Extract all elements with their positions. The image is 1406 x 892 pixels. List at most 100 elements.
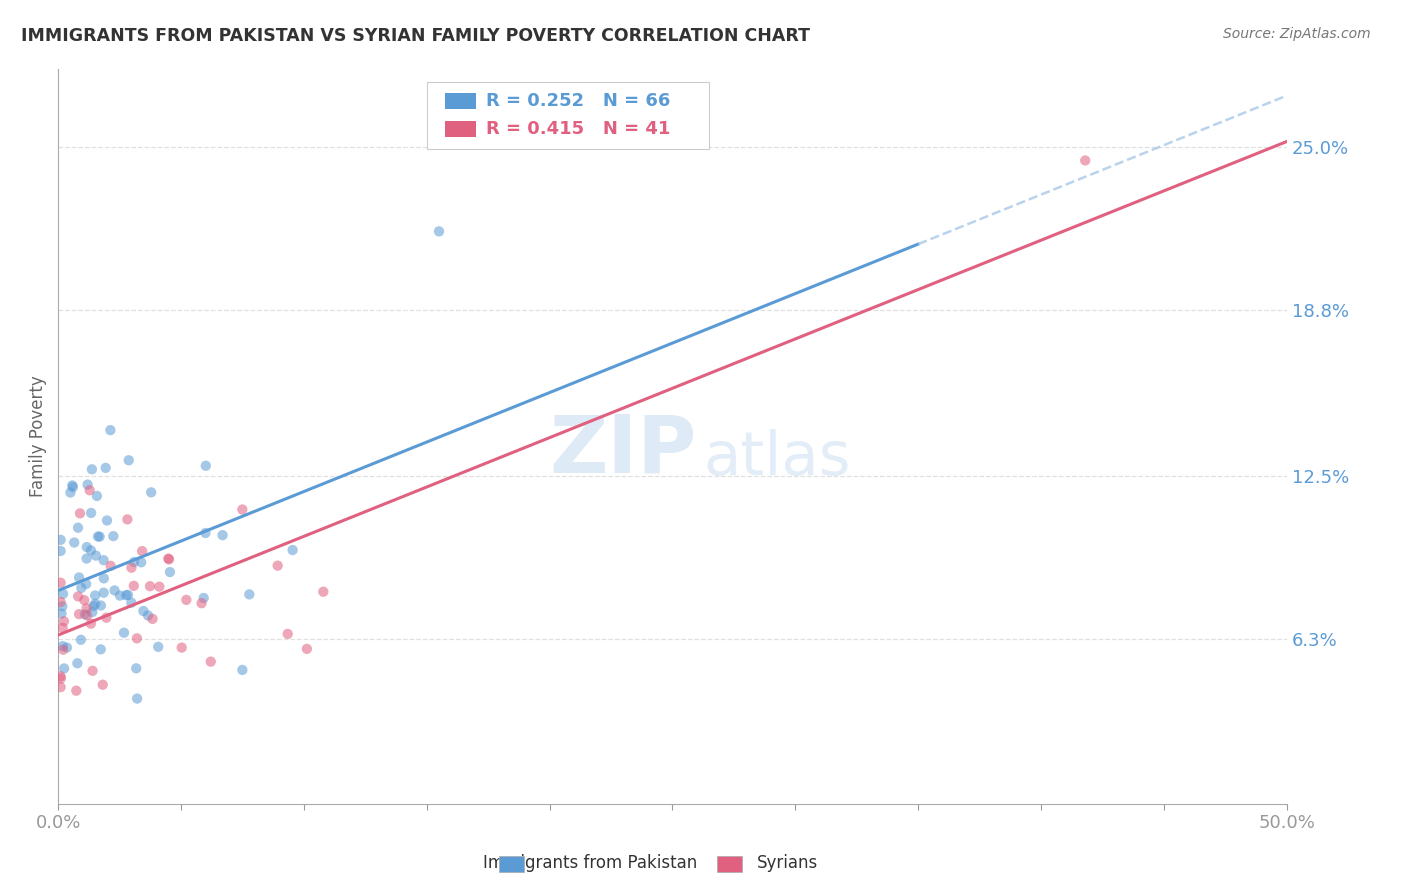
Bar — [446, 93, 475, 109]
Point — [120, 596, 142, 610]
Point — [277, 627, 299, 641]
Point — [312, 584, 335, 599]
Point — [93, 553, 115, 567]
Point — [76, 608, 98, 623]
Point — [118, 453, 141, 467]
Point — [52, 642, 75, 657]
Point — [79, 483, 101, 498]
Point — [117, 588, 139, 602]
Point — [80, 462, 103, 476]
Point — [76, 551, 98, 566]
Point — [82, 664, 104, 678]
Point — [80, 616, 103, 631]
Point — [83, 599, 105, 613]
Point — [157, 551, 180, 566]
Point — [94, 461, 117, 475]
Point — [51, 607, 73, 621]
Text: Syrians: Syrians — [756, 855, 818, 872]
Point — [65, 683, 87, 698]
Point — [51, 599, 73, 614]
Point — [176, 593, 198, 607]
Point — [103, 529, 125, 543]
Point — [266, 558, 288, 573]
Point — [125, 661, 148, 675]
Point — [84, 597, 107, 611]
Text: IMMIGRANTS FROM PAKISTAN VS SYRIAN FAMILY POVERTY CORRELATION CHART: IMMIGRANTS FROM PAKISTAN VS SYRIAN FAMIL… — [21, 27, 810, 45]
Point — [1074, 153, 1097, 168]
Point — [86, 489, 108, 503]
Point — [53, 615, 76, 629]
Point — [141, 485, 163, 500]
Point — [238, 587, 260, 601]
Point — [73, 593, 96, 607]
Point — [49, 575, 72, 590]
Point — [52, 639, 75, 653]
Point — [87, 529, 110, 543]
Point — [67, 590, 90, 604]
Point — [84, 549, 107, 563]
Point — [120, 560, 142, 574]
Point — [125, 632, 148, 646]
Text: ZIP: ZIP — [550, 412, 697, 490]
Text: atlas: atlas — [703, 429, 851, 488]
FancyBboxPatch shape — [427, 82, 709, 150]
Point — [66, 657, 89, 671]
Point — [66, 521, 89, 535]
Text: R = 0.415   N = 41: R = 0.415 N = 41 — [485, 120, 671, 138]
Point — [141, 612, 163, 626]
Point — [103, 583, 125, 598]
Point — [49, 533, 72, 547]
Point — [49, 680, 72, 694]
Point — [100, 558, 122, 573]
Point — [117, 512, 139, 526]
Point — [170, 640, 193, 655]
Point — [131, 544, 153, 558]
Point — [115, 588, 138, 602]
Point — [148, 580, 170, 594]
Point — [112, 625, 135, 640]
Point — [56, 640, 79, 655]
Point — [281, 543, 304, 558]
Point — [59, 485, 82, 500]
Point — [84, 589, 107, 603]
Point — [80, 543, 103, 558]
Point — [63, 535, 86, 549]
Point — [295, 641, 318, 656]
Point — [80, 506, 103, 520]
Bar — [446, 120, 475, 136]
Point — [49, 672, 72, 686]
Point — [193, 591, 215, 605]
Point — [157, 552, 180, 566]
Point — [89, 530, 111, 544]
Point — [129, 555, 152, 569]
Point — [122, 579, 145, 593]
Point — [122, 555, 145, 569]
Point — [190, 596, 212, 610]
Point — [76, 477, 98, 491]
Point — [194, 458, 217, 473]
Point — [127, 691, 149, 706]
Point — [159, 565, 181, 579]
Point — [60, 478, 83, 492]
Point — [49, 669, 72, 683]
Point — [75, 577, 97, 591]
Point — [108, 589, 131, 603]
Point — [139, 579, 162, 593]
Point — [132, 604, 155, 618]
Point — [427, 224, 450, 238]
Point — [73, 607, 96, 622]
Point — [211, 528, 233, 542]
Point — [49, 544, 72, 558]
Point — [82, 605, 104, 619]
Point — [76, 540, 98, 554]
Point — [62, 480, 84, 494]
Text: Source: ZipAtlas.com: Source: ZipAtlas.com — [1223, 27, 1371, 41]
Point — [70, 581, 93, 595]
Point — [96, 610, 118, 624]
Point — [90, 642, 112, 657]
Point — [76, 601, 98, 615]
Point — [93, 571, 115, 585]
Point — [93, 585, 115, 599]
Point — [69, 507, 91, 521]
Point — [70, 632, 93, 647]
